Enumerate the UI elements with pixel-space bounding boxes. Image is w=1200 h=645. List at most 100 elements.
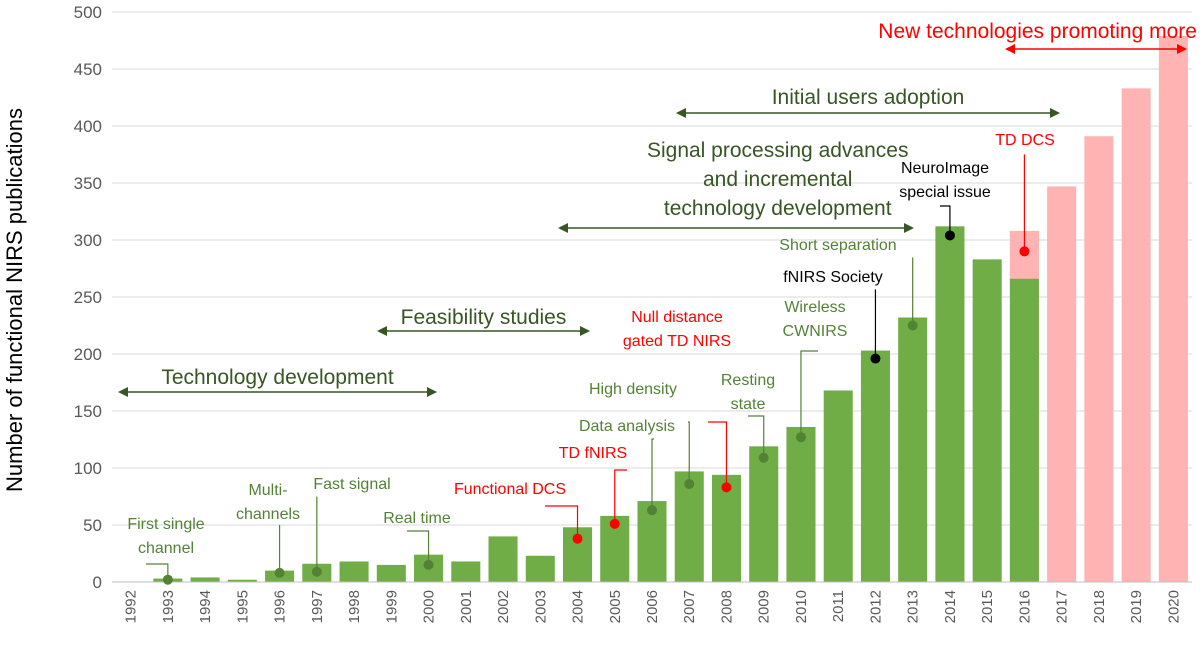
x-tick-label: 2005 <box>607 590 624 623</box>
x-tick-label: 2006 <box>644 590 661 623</box>
x-tick-label: 2017 <box>1054 590 1071 623</box>
annotation-marker <box>684 478 695 489</box>
x-tick-label: 2007 <box>681 590 698 623</box>
bar <box>711 474 742 582</box>
span-arrowhead <box>1177 44 1187 54</box>
x-tick-label: 1994 <box>197 590 214 623</box>
y-tick-label: 50 <box>83 516 102 535</box>
x-tick-label: 2014 <box>942 590 959 623</box>
annotation-callout <box>651 438 654 511</box>
annotation-label: state <box>731 396 766 413</box>
span-label: New technologies promoting more applicat… <box>878 20 1200 43</box>
annotation-label: channel <box>138 540 194 557</box>
annotation-label: TD DCS <box>995 132 1055 149</box>
bar <box>525 555 555 582</box>
bar <box>190 577 220 582</box>
y-tick-label: 350 <box>74 174 102 193</box>
bar <box>1047 186 1077 583</box>
y-axis-label: Number of functional NIRS publications <box>2 108 27 492</box>
bar <box>376 564 406 582</box>
annotation-label: Resting <box>721 372 775 389</box>
span-label: Signal processing advances <box>647 139 909 162</box>
x-tick-label: 2001 <box>458 590 475 623</box>
x-tick-label: 1996 <box>272 590 289 623</box>
annotation-label: TD fNIRS <box>559 445 627 462</box>
x-tick-label: 1997 <box>309 590 326 623</box>
x-tick-label: 1998 <box>346 590 363 623</box>
bar <box>488 536 518 582</box>
y-tick-label: 150 <box>74 402 102 421</box>
bar <box>339 561 369 582</box>
y-tick-label: 200 <box>74 345 102 364</box>
annotation-callout <box>614 469 627 524</box>
annotation-marker <box>274 567 285 578</box>
annotation-marker <box>609 518 620 529</box>
x-tick-label: 2000 <box>421 590 438 623</box>
bar <box>972 259 1002 582</box>
x-tick-label: 1992 <box>123 590 140 623</box>
annotation-label: gated TD NIRS <box>623 333 731 350</box>
span-arrowhead <box>1050 108 1060 118</box>
annotation-marker <box>795 432 806 443</box>
span-arrowhead <box>676 108 686 118</box>
bar <box>674 471 704 582</box>
bar <box>1121 88 1151 582</box>
x-tick-label: 2004 <box>570 590 587 623</box>
bar <box>935 226 965 582</box>
annotation-label: Functional DCS <box>454 481 566 498</box>
annotation-callout <box>708 421 728 488</box>
annotation-label: special issue <box>899 184 991 201</box>
annotation-marker <box>162 574 173 585</box>
bar <box>786 426 816 582</box>
gridlines <box>112 11 1192 583</box>
bar <box>227 579 257 582</box>
span-arrowhead <box>1005 44 1015 54</box>
annotation-callout <box>1023 154 1026 252</box>
annotation-marker <box>721 482 732 493</box>
annotation-callout <box>545 505 579 539</box>
annotation-callout <box>940 205 951 236</box>
y-tick-label: 250 <box>74 288 102 307</box>
annotation-callout <box>748 415 765 458</box>
bar <box>451 561 481 582</box>
bar <box>860 350 890 582</box>
x-tick-label: 1993 <box>160 590 177 623</box>
x-tick-label: 2003 <box>532 590 549 623</box>
y-tick-label: 450 <box>74 60 102 79</box>
annotation-label: channels <box>236 506 300 523</box>
annotation-callout <box>800 350 818 438</box>
x-axis-ticks: 1992 1993 1994 1995 1996 1997 1998 1999 2000 2001… <box>112 581 1192 623</box>
x-tick-label: 2013 <box>905 590 922 623</box>
annotation-marker <box>870 353 881 364</box>
milestone-annotations: First single channel Multi-channels Fast si… <box>127 132 1055 585</box>
annotation-label: Fast signal <box>313 476 390 493</box>
y-tick-label: 100 <box>74 459 102 478</box>
x-tick-label: 2019 <box>1128 590 1145 623</box>
annotation-label: fNIRS Society <box>783 269 883 286</box>
period-spans: Technology development Feasibility studie… <box>118 20 1200 397</box>
span-arrowhead <box>558 223 568 233</box>
y-axis-ticks: 0 50 100 150 200 250 300 350 400 450 500 <box>74 3 102 592</box>
annotation-callout <box>874 289 877 359</box>
annotation-label: Real time <box>383 510 451 527</box>
y-tick-label: 400 <box>74 117 102 136</box>
y-tick-label: 0 <box>93 573 102 592</box>
span-arrowhead <box>904 223 914 233</box>
span-label: Feasibility studies <box>401 306 567 329</box>
span-label: Initial users adoption <box>772 86 965 109</box>
annotation-marker <box>572 533 583 544</box>
bars <box>153 35 1188 583</box>
x-tick-label: 2002 <box>495 590 512 623</box>
span-arrowhead <box>377 326 387 336</box>
x-tick-label: 2016 <box>1016 590 1033 623</box>
annotation-label: NeuroImage <box>901 160 989 177</box>
span-label: and incremental <box>703 168 852 191</box>
span-arrowhead <box>118 387 128 397</box>
x-tick-label: 2012 <box>867 590 884 623</box>
annotation-label: Data analysis <box>579 418 675 435</box>
annotation-label: CWNIRS <box>783 323 848 340</box>
x-tick-label: 1995 <box>234 590 251 623</box>
annotation-label: Null distance <box>631 309 723 326</box>
x-tick-label: 2018 <box>1091 590 1108 623</box>
annotation-marker <box>907 320 918 331</box>
